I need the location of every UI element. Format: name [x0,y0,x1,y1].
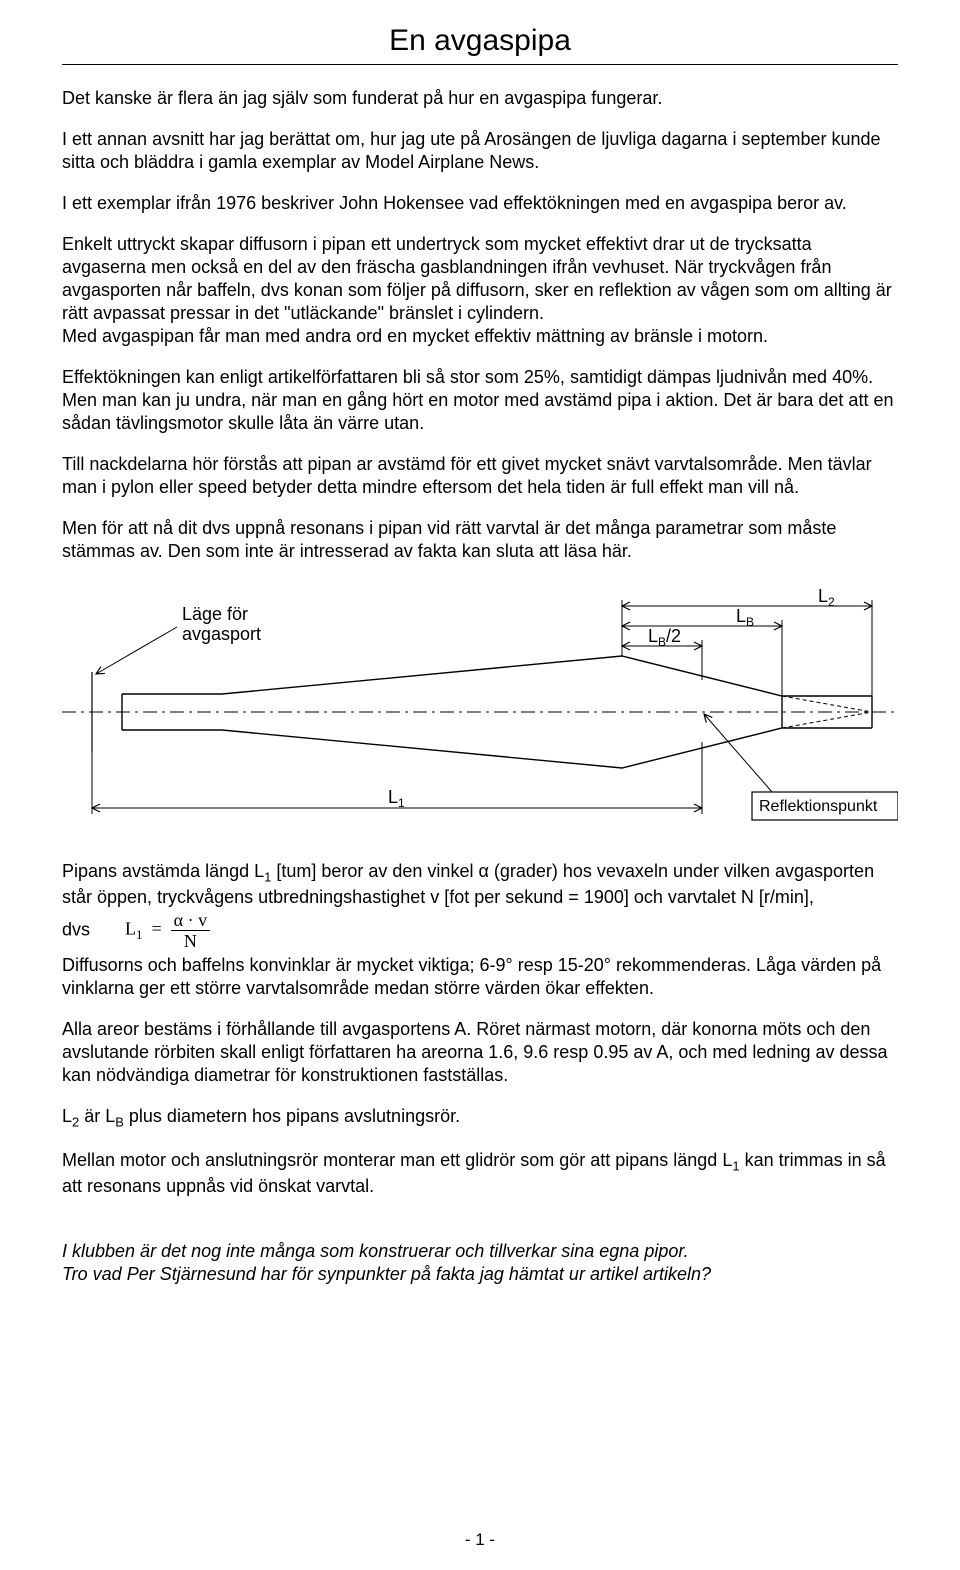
label-exhaust-port2: avgasport [182,624,261,644]
text: Enkelt uttryckt skapar diffusorn i pipan… [62,234,892,323]
leader-exhaust-port [96,627,177,674]
sub: B [115,1114,124,1129]
formula-L1: L1 = α · v N [125,911,210,950]
sub: 1 [732,1159,739,1174]
paragraph: Till nackdelarna hör förstås att pipan a… [62,453,898,499]
diagram-svg: Läge för avgasport L2 LB LB/2 [62,582,898,842]
label-exhaust-port: Läge för [182,604,248,624]
paragraph: I ett annan avsnitt har jag berättat om,… [62,128,898,174]
paragraph: Alla areor bestäms i förhållande till av… [62,1018,898,1087]
paragraph: Effektökningen kan enligt artikelförfatt… [62,366,898,435]
label-LB2: LB/2 [648,626,681,649]
paragraph: I ett exemplar ifrån 1976 beskriver John… [62,192,898,215]
text: Pipans avstämda längd L [62,861,264,881]
paragraph: Det kanske är flera än jag själv som fun… [62,87,898,110]
title-rule [62,64,898,65]
paragraph: L2 är LB plus diametern hos pipans avslu… [62,1105,898,1131]
dim-LB2: LB/2 [622,626,702,680]
page-number: - 1 - [0,1530,960,1550]
paragraph: Diffusorns och baffelns konvinklar är my… [62,954,898,1000]
paragraph-formula-line: dvs L1 = α · v N [62,911,898,950]
label-L2: L2 [818,586,835,609]
paragraph: Men för att nå dit dvs uppnå resonans i … [62,517,898,563]
text: I klubben är det nog inte många som kons… [62,1241,689,1261]
reflection-point: Reflektionspunkt [704,714,898,820]
paragraph: Enkelt uttryckt skapar diffusorn i pipan… [62,233,898,348]
text: Med avgaspipan får man med andra ord en … [62,326,768,346]
text: L [62,1106,72,1126]
paragraph-formula: Pipans avstämda längd L1 [tum] beror av … [62,860,898,909]
label-reflection: Reflektionspunkt [759,798,878,815]
text: är L [79,1106,115,1126]
text: Mellan motor och anslutningsrör monterar… [62,1150,732,1170]
text: Tro vad Per Stjärnesund har för synpunkt… [62,1264,711,1284]
document-title: En avgaspipa [62,24,898,58]
text: plus diametern hos pipans avslutningsrör… [124,1106,460,1126]
dim-L1: L1 [92,742,702,814]
paragraph: I klubben är det nog inte många som kons… [62,1240,898,1286]
label-LB: LB [736,606,754,629]
tuned-pipe-diagram: Läge för avgasport L2 LB LB/2 [62,582,898,842]
text: dvs [62,919,90,939]
label-L1: L1 [388,787,405,810]
page: En avgaspipa Det kanske är flera än jag … [0,0,960,1570]
paragraph: Mellan motor och anslutningsrör monterar… [62,1149,898,1198]
